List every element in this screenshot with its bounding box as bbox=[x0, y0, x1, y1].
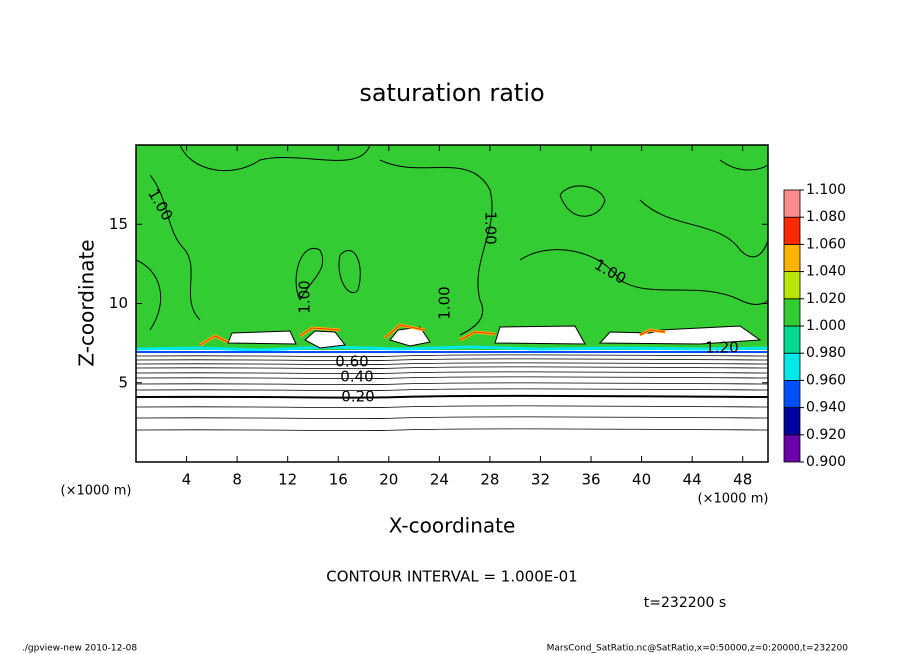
supersat-edge-red bbox=[384, 324, 426, 339]
colorbar-segment bbox=[783, 243, 801, 272]
x-unit: (×1000 m) bbox=[698, 492, 769, 507]
y-axis-label: Z-coordinate bbox=[75, 239, 99, 366]
contour-label: 1.20 bbox=[705, 339, 738, 357]
supersat-edge-red bbox=[299, 327, 341, 337]
chart-title: saturation ratio bbox=[359, 79, 544, 107]
saturated-region bbox=[227, 330, 297, 345]
contour-line bbox=[719, 159, 769, 171]
supersat-edge-red bbox=[639, 329, 666, 336]
contour-line bbox=[135, 362, 769, 366]
colorbar-label: 1.080 bbox=[806, 209, 846, 225]
contour-line bbox=[135, 405, 769, 409]
colorbar-segment bbox=[783, 216, 801, 245]
contour-label: 0.20 bbox=[341, 388, 374, 406]
colorbar-segment bbox=[783, 298, 801, 327]
colorbar-label: 0.940 bbox=[806, 400, 846, 416]
contour-line bbox=[135, 366, 769, 370]
footer-right: MarsCond_SatRatio.nc@SatRatio,x=0:50000,… bbox=[547, 644, 849, 654]
colorbar-segment bbox=[783, 325, 801, 354]
contour-line bbox=[135, 428, 769, 432]
contour-line bbox=[559, 185, 606, 217]
x-tick-label: 48 bbox=[733, 471, 752, 489]
contour-line bbox=[135, 259, 162, 331]
contour-label: 0.40 bbox=[340, 368, 373, 386]
colorbar-segment bbox=[783, 379, 801, 408]
contour-line bbox=[519, 249, 769, 305]
colorbar-segment bbox=[783, 407, 801, 436]
contour-line bbox=[135, 354, 769, 358]
supersat-edge-red bbox=[459, 331, 496, 341]
contour-line bbox=[338, 249, 361, 293]
x-tick-label: 44 bbox=[683, 471, 702, 489]
contour-line bbox=[135, 416, 769, 420]
contour-line bbox=[149, 174, 201, 321]
x-tick-label: 4 bbox=[182, 471, 192, 489]
saturated-region bbox=[304, 330, 346, 349]
field-green bbox=[136, 145, 768, 350]
y-tick-label: 15 bbox=[109, 215, 128, 233]
y-tick-label: 10 bbox=[109, 294, 128, 312]
saturated-region bbox=[389, 326, 431, 347]
y-unit: (×1000 m) bbox=[61, 484, 132, 499]
colorbar-label: 1.040 bbox=[806, 264, 846, 280]
y-tick-label: 5 bbox=[118, 373, 128, 391]
saturated-region bbox=[494, 325, 586, 345]
contour-label: 0.60 bbox=[335, 353, 368, 371]
contour-line bbox=[295, 247, 324, 301]
x-tick-label: 8 bbox=[232, 471, 242, 489]
contour-interval: CONTOUR INTERVAL = 1.000E-01 bbox=[326, 568, 577, 586]
contour-line bbox=[135, 388, 769, 392]
x-tick-label: 24 bbox=[430, 471, 449, 489]
contour-line bbox=[179, 144, 371, 172]
colorbar-label: 1.000 bbox=[806, 318, 846, 334]
colorbar-label: 1.060 bbox=[806, 236, 846, 252]
colorbar-label: 1.100 bbox=[806, 182, 846, 198]
x-tick-label: 32 bbox=[531, 471, 550, 489]
contour-line bbox=[135, 376, 769, 380]
supersat-edge-red bbox=[199, 335, 229, 346]
x-tick-label: 40 bbox=[632, 471, 651, 489]
colorbar-label: 0.920 bbox=[806, 427, 846, 443]
contour-line bbox=[135, 358, 769, 362]
footer-left: ./gpview-new 2010-12-08 bbox=[22, 644, 137, 654]
x-axis-label: X-coordinate bbox=[389, 514, 516, 538]
colorbar-segment bbox=[783, 434, 801, 463]
contour-label: 1.00 bbox=[436, 286, 454, 319]
contour-line bbox=[639, 199, 769, 258]
x-tick-label: 20 bbox=[379, 471, 398, 489]
x-tick-label: 16 bbox=[329, 471, 348, 489]
contour-line bbox=[135, 371, 769, 375]
contour-line bbox=[135, 382, 769, 386]
time-label: t=232200 s bbox=[644, 595, 726, 611]
contour-label: 1.00 bbox=[296, 280, 314, 313]
colorbar-segment bbox=[783, 271, 801, 300]
cyan-band bbox=[135, 345, 769, 352]
colorbar-segment bbox=[783, 189, 801, 218]
colorbar-label: 1.020 bbox=[806, 291, 846, 307]
colorbar-label: 0.980 bbox=[806, 345, 846, 361]
saturated-region bbox=[598, 325, 762, 345]
contour-label: 1.00 bbox=[482, 211, 500, 244]
colorbar-segment bbox=[783, 352, 801, 381]
colorbar-label: 0.960 bbox=[806, 372, 846, 388]
colorbar-label: 0.900 bbox=[806, 454, 846, 470]
x-tick-label: 28 bbox=[480, 471, 499, 489]
x-tick-label: 12 bbox=[278, 471, 297, 489]
contour-line bbox=[135, 394, 769, 399]
contour-line bbox=[379, 159, 493, 336]
x-tick-label: 36 bbox=[581, 471, 600, 489]
